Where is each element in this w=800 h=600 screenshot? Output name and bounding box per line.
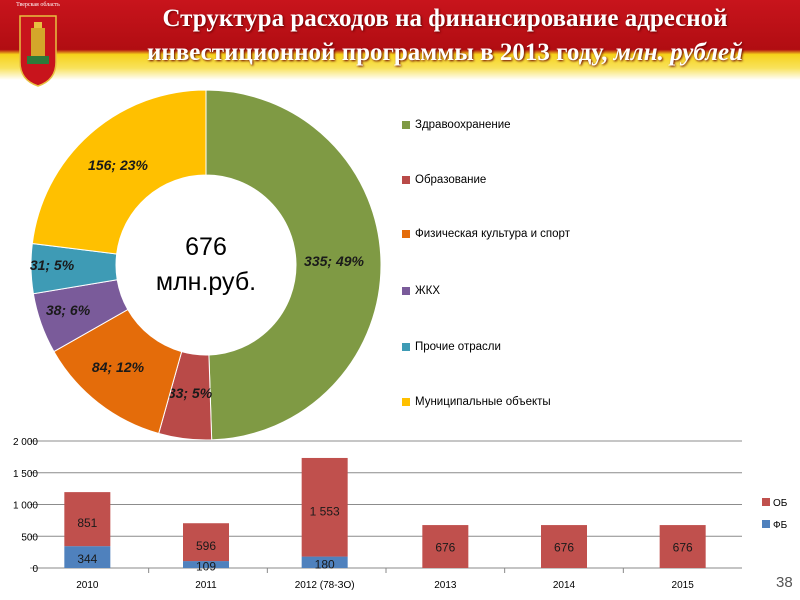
bar-data-label: 676	[435, 541, 455, 555]
donut-slice	[205, 89, 382, 441]
donut-slice	[31, 89, 207, 255]
legend-swatch	[402, 398, 410, 406]
bar-data-label: 109	[196, 560, 216, 574]
legend-swatch	[402, 287, 410, 295]
x-tick-label: 2012 (78-ЗО)	[295, 580, 355, 591]
bar-ОБ	[422, 525, 469, 568]
bar-data-label: 676	[673, 541, 693, 555]
bar-data-label: 596	[196, 539, 216, 553]
x-tick-label: 2010	[76, 580, 99, 591]
donut-center-unit: млн.руб.	[156, 268, 256, 296]
bar-ФБ	[64, 546, 111, 568]
x-tick-label: 2011	[195, 580, 217, 591]
legend-swatch	[762, 498, 770, 506]
legend-swatch	[762, 520, 770, 528]
donut-center-value: 676	[185, 233, 227, 261]
slice-label: 33; 5%	[168, 385, 213, 401]
legend-label: Прочие отрасли	[415, 341, 501, 353]
slice-label: 156; 23%	[88, 157, 148, 173]
y-tick-label: 2 000	[13, 437, 38, 448]
legend-label: Образование	[415, 174, 487, 186]
slice-label: 38; 6%	[46, 302, 91, 318]
bar-data-label: 1 553	[310, 504, 340, 518]
legend-swatch	[402, 121, 410, 129]
legend-label: Физическая культура и спорт	[415, 228, 570, 240]
y-tick-label: 500	[21, 532, 38, 543]
title-main: Структура расходов на финансирование адр…	[146, 5, 728, 66]
bar-data-label: 344	[77, 552, 97, 566]
bar-data-label: 676	[554, 541, 574, 555]
bar-data-label: 180	[315, 557, 335, 571]
legend-swatch	[402, 230, 410, 238]
legend-label: ЖКХ	[415, 285, 440, 297]
bar-ФБ	[183, 561, 229, 568]
x-tick-label: 2015	[672, 580, 695, 591]
slice-label: 31; 5%	[30, 257, 75, 273]
coat-of-arms-icon	[19, 15, 57, 87]
legend-swatch	[402, 176, 410, 184]
bar-ОБ	[183, 523, 229, 562]
bar-ОБ	[64, 492, 111, 547]
page-number: 38	[776, 574, 793, 591]
y-tick-label: 1 000	[13, 501, 38, 512]
slice-label: 84; 12%	[92, 359, 145, 375]
legend-label: Здравоохранение	[415, 119, 511, 131]
y-tick-label: 0	[32, 564, 38, 575]
legend-label: Муниципальные объекты	[415, 396, 551, 408]
bar-ФБ	[301, 556, 348, 568]
title-units: млн. рублей	[613, 39, 744, 66]
x-tick-label: 2013	[434, 580, 457, 591]
y-tick-label: 1 500	[13, 469, 38, 480]
header-banner	[0, 0, 800, 80]
bar-ОБ	[301, 457, 348, 557]
bar-ОБ	[659, 525, 706, 568]
region-name: Тверская область	[16, 2, 60, 8]
legend-label: ФБ	[773, 520, 788, 531]
x-tick-label: 2014	[553, 580, 576, 591]
region-logo: Тверская область	[16, 2, 60, 87]
page-title: Структура расходов на финансирование адр…	[95, 2, 795, 70]
legend-swatch	[402, 343, 410, 351]
legend-label: ОБ	[773, 498, 788, 509]
bar-ОБ	[541, 525, 587, 568]
bar-data-label: 851	[77, 516, 97, 530]
slice-label: 335; 49%	[304, 253, 364, 269]
